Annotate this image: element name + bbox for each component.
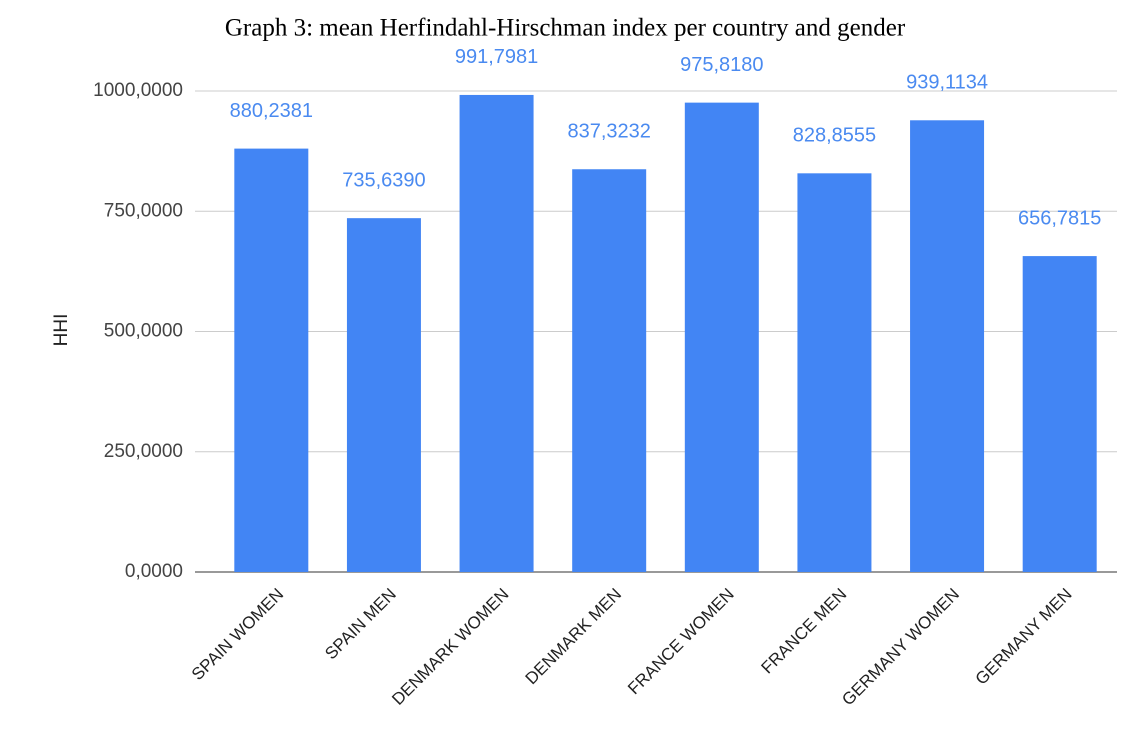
x-tick-label: DENMARK MEN xyxy=(522,585,626,689)
y-tick-label: 750,0000 xyxy=(104,200,183,221)
bar xyxy=(572,169,647,572)
bar xyxy=(910,120,985,573)
y-axis-title: HHI xyxy=(51,314,72,347)
x-tick-label: SPAIN MEN xyxy=(321,585,400,664)
bar xyxy=(346,218,421,572)
y-tick-label: 500,0000 xyxy=(104,321,183,342)
bar xyxy=(1022,256,1097,572)
bar xyxy=(234,148,309,572)
x-tick-label: GERMANY MEN xyxy=(972,585,1076,689)
x-tick-label: FRANCE WOMEN xyxy=(624,585,738,699)
data-label: 828,8555 xyxy=(793,125,876,147)
bar xyxy=(797,173,872,573)
data-label: 656,7815 xyxy=(1018,207,1101,229)
x-tick-label: DENMARK WOMEN xyxy=(388,585,512,709)
data-label: 939,1134 xyxy=(906,72,988,94)
data-label: 991,7981 xyxy=(455,46,538,68)
bar xyxy=(459,94,534,572)
bar xyxy=(684,102,759,573)
data-label: 735,6390 xyxy=(342,169,425,191)
data-label: 880,2381 xyxy=(230,100,313,122)
y-tick-label: 250,0000 xyxy=(104,441,183,462)
x-tick-label: SPAIN WOMEN xyxy=(188,585,287,684)
y-tick-label: 0,0000 xyxy=(125,561,183,582)
data-label: 975,8180 xyxy=(680,54,763,76)
x-tick-label: GERMANY WOMEN xyxy=(838,585,963,710)
x-tick-label: FRANCE MEN xyxy=(758,585,851,678)
data-label: 837,3232 xyxy=(567,121,650,143)
chart-title: Graph 3: mean Herfindahl-Hirschman index… xyxy=(225,15,906,42)
y-tick-label: 1000,0000 xyxy=(93,80,183,101)
